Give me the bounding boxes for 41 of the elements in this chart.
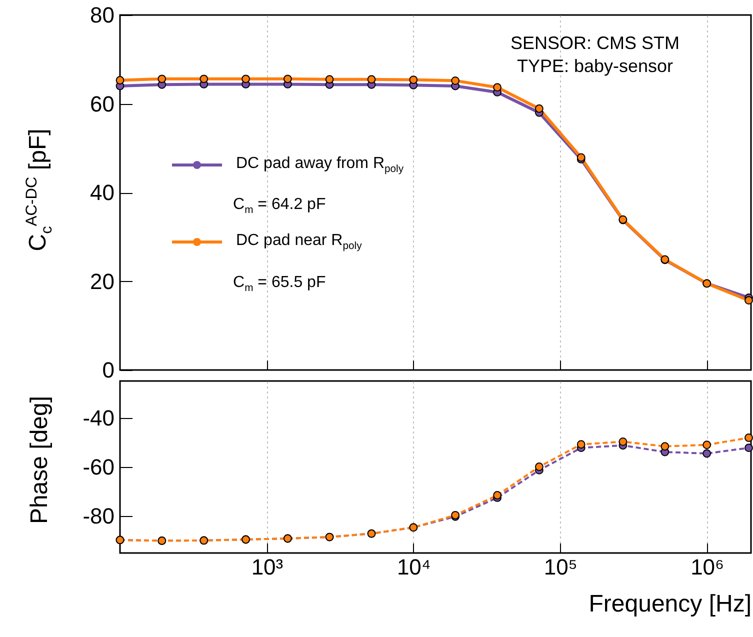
y-tick-label: -80 xyxy=(82,504,114,529)
point xyxy=(367,75,376,84)
y-tick-label: 20 xyxy=(90,268,114,294)
point xyxy=(493,83,502,92)
point xyxy=(744,296,753,305)
point xyxy=(242,74,250,84)
annotation: TYPE: baby-sensor xyxy=(516,56,674,77)
annotation: C$_{m}$ = 65.5 pF xyxy=(233,274,326,294)
point xyxy=(451,76,460,85)
y-tick-label: 80 xyxy=(90,2,114,28)
point xyxy=(534,104,544,113)
point xyxy=(744,444,753,452)
point xyxy=(158,74,166,84)
point xyxy=(702,440,712,450)
point xyxy=(744,434,753,442)
point xyxy=(200,74,208,84)
y-tick-label: 60 xyxy=(90,91,114,116)
y-axis-title: Phase [deg] xyxy=(26,396,54,524)
y-tick-label: 0 xyxy=(102,358,114,382)
point xyxy=(283,74,292,84)
point xyxy=(409,76,418,84)
annotation: C$_{m}$ = 64.2 pF xyxy=(233,196,326,216)
y-tick-label: 40 xyxy=(90,180,114,205)
x-tick-label: 10⁶ xyxy=(690,554,724,580)
point xyxy=(325,75,334,84)
point xyxy=(702,449,712,458)
x-axis-title: Frequency [Hz] xyxy=(588,590,752,618)
legend-label: DC pad near R$_{poly}$ xyxy=(236,232,362,252)
x-tick-label: 10⁵ xyxy=(544,554,578,580)
x-tick-label: 10³ xyxy=(251,554,284,580)
point xyxy=(534,462,544,471)
point xyxy=(493,491,502,500)
point xyxy=(618,437,628,446)
point xyxy=(660,442,670,451)
annotation: SENSOR: CMS STM xyxy=(510,33,680,54)
y-tick-label: -40 xyxy=(82,405,114,430)
y-tick-label: -60 xyxy=(82,454,114,480)
point xyxy=(116,76,124,84)
point xyxy=(576,440,586,449)
x-tick-label: 10⁴ xyxy=(396,554,431,580)
legend-label: DC pad away from R$_{poly}$ xyxy=(236,155,404,176)
